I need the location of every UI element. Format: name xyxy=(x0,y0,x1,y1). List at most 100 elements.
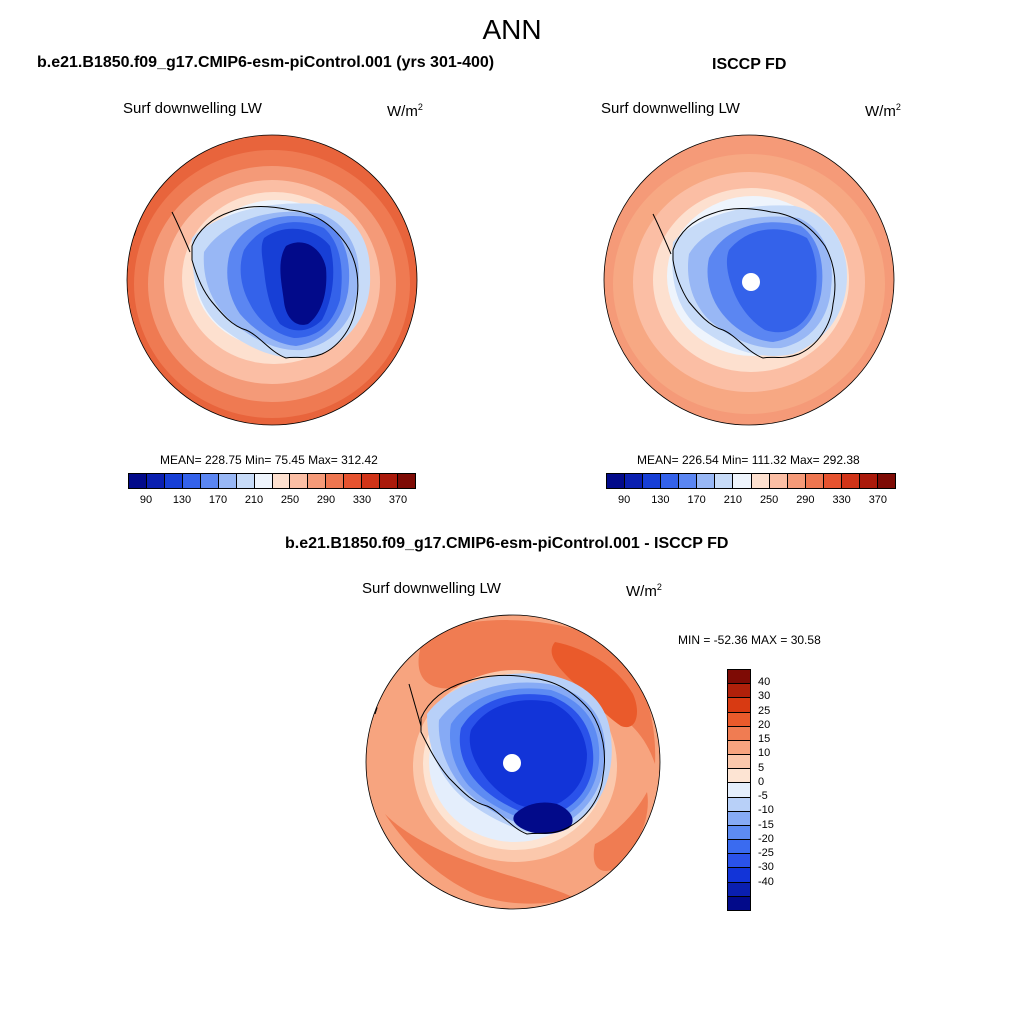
top-left-units-label: W/m2 xyxy=(387,102,423,120)
top-left-colorbar-box xyxy=(218,474,237,488)
bottom-colorbar-tick-label: -10 xyxy=(758,804,774,817)
bottom-colorbar-tick-label: -20 xyxy=(758,832,774,845)
top-right-colorbar-box xyxy=(787,474,806,488)
top-right-colorbar-box xyxy=(805,474,824,488)
top-right-panel-title: ISCCP FD xyxy=(712,56,787,73)
top-right-stats: MEAN= 226.54 Min= 111.32 Max= 292.38 xyxy=(637,453,860,467)
bottom-colorbar-tick-label: 20 xyxy=(758,718,771,731)
top-right-colorbar-box xyxy=(697,474,716,488)
top-left-colorbar-box xyxy=(326,474,345,488)
top-left-colorbar-box xyxy=(146,474,165,488)
top-left-colorbar-box xyxy=(380,474,399,488)
bottom-colorbar-tick-label: -40 xyxy=(758,875,774,888)
top-right-colorbar-tick-label: 170 xyxy=(687,494,706,506)
bottom-colorbar-tick-label: 25 xyxy=(758,704,771,717)
bottom-panel-title: b.e21.B1850.f09_g17.CMIP6-esm-piControl.… xyxy=(285,535,729,552)
top-right-colorbar-tick-label: 90 xyxy=(618,494,631,506)
top-right-colorbar-box xyxy=(643,474,662,488)
top-left-colorbar xyxy=(128,473,416,489)
top-right-colorbar-box xyxy=(877,474,895,488)
bottom-colorbar-box xyxy=(728,896,750,910)
top-right-colorbar-tick-label: 130 xyxy=(651,494,670,506)
top-right-colorbar-ticks: 90 130 170 210 250 290 330 370 xyxy=(606,494,896,508)
top-left-colorbar-tick-label: 370 xyxy=(388,494,408,506)
bottom-colorbar-tick-label: -30 xyxy=(758,861,774,874)
top-left-colorbar-box xyxy=(182,474,201,488)
top-left-colorbar-box xyxy=(344,474,363,488)
bottom-colorbar-box xyxy=(728,755,750,770)
top-left-colorbar-box xyxy=(164,474,183,488)
bottom-colorbar-box xyxy=(728,740,750,756)
top-left-stats: MEAN= 228.75 Min= 75.45 Max= 312.42 xyxy=(160,453,378,467)
top-right-colorbar-box xyxy=(859,474,878,488)
top-left-colorbar-tick-label: 130 xyxy=(172,494,192,506)
top-left-colorbar-tick-label: 290 xyxy=(316,494,336,506)
top-right-colorbar-tick-label: 250 xyxy=(759,494,779,506)
top-right-colorbar-box xyxy=(607,474,626,488)
bottom-colorbar-tick-label: 10 xyxy=(758,747,771,760)
bottom-colorbar-tick-label: 15 xyxy=(758,733,771,746)
top-left-colorbar-tick-label: 330 xyxy=(352,494,372,506)
top-left-polar-map xyxy=(126,134,418,426)
top-right-colorbar-box xyxy=(661,474,680,488)
top-right-colorbar-tick-label: 210 xyxy=(723,494,743,506)
top-left-colorbar-ticks: 90 130 170 210 250 290 330 370 xyxy=(128,494,416,508)
top-right-units-label: W/m2 xyxy=(865,102,901,120)
bottom-colorbar-tick-label: -5 xyxy=(758,790,768,803)
bottom-colorbar-box xyxy=(728,783,750,798)
top-right-colorbar-box xyxy=(823,474,842,488)
bottom-variable-label: Surf downwelling LW xyxy=(362,580,501,597)
bottom-colorbar-box xyxy=(728,726,750,741)
top-right-colorbar xyxy=(606,473,896,489)
top-right-polar-map xyxy=(603,134,895,426)
bottom-colorbar-box xyxy=(728,684,750,699)
top-left-colorbar-tick-label: 250 xyxy=(280,494,300,506)
bottom-colorbar-tick-label: -15 xyxy=(758,818,774,831)
bottom-colorbar-tick-label: 5 xyxy=(758,761,765,774)
top-right-colorbar-box xyxy=(751,474,770,488)
bottom-colorbar-box xyxy=(728,769,750,784)
top-right-colorbar-tick-label: 370 xyxy=(868,494,888,506)
bottom-colorbar-box xyxy=(728,698,750,713)
bottom-colorbar-box xyxy=(728,882,750,897)
top-left-colorbar-box xyxy=(308,474,327,488)
bottom-colorbar-box xyxy=(728,670,750,685)
top-left-colorbar-box xyxy=(254,474,273,488)
top-left-colorbar-box xyxy=(398,474,415,488)
top-right-colorbar-tick-label: 330 xyxy=(832,494,851,506)
bottom-colorbar-box xyxy=(728,811,750,826)
bottom-colorbar-tick-label: 0 xyxy=(758,775,765,788)
top-left-colorbar-tick-label: 90 xyxy=(139,494,153,506)
top-left-colorbar-box xyxy=(129,474,147,488)
top-right-colorbar-box xyxy=(625,474,644,488)
top-right-colorbar-box xyxy=(733,474,752,488)
top-left-colorbar-box xyxy=(272,474,291,488)
bottom-colorbar-tick-label: 40 xyxy=(758,676,771,689)
bottom-colorbar-tick-label: 30 xyxy=(758,690,771,703)
bottom-colorbar xyxy=(727,669,751,911)
bottom-colorbar-box xyxy=(728,868,750,883)
top-right-colorbar-box xyxy=(715,474,734,488)
bottom-units-label: W/m2 xyxy=(626,582,662,600)
bottom-colorbar-box xyxy=(728,797,750,812)
top-right-colorbar-box xyxy=(769,474,788,488)
top-right-colorbar-box xyxy=(841,474,860,488)
bottom-colorbar-box xyxy=(728,712,750,727)
bottom-colorbar-ticks: 40 30 25 20 15 10 5 0 -5 -10 -15 -20 -25 -30 -40 xyxy=(758,669,798,911)
top-left-colorbar-box xyxy=(200,474,219,488)
top-left-colorbar-box xyxy=(236,474,255,488)
top-right-colorbar-tick-label: 290 xyxy=(796,494,815,506)
bottom-colorbar-box xyxy=(728,854,750,869)
top-left-colorbar-box xyxy=(290,474,309,488)
top-right-colorbar-box xyxy=(679,474,698,488)
top-left-variable-label: Surf downwelling LW xyxy=(123,100,262,117)
main-title: ANN xyxy=(482,14,542,45)
top-left-panel-title: b.e21.B1850.f09_g17.CMIP6-esm-piControl.… xyxy=(37,54,495,71)
bottom-colorbar-tick-label: -25 xyxy=(758,847,774,860)
bottom-colorbar-box xyxy=(728,840,750,855)
bottom-min-max-label: MIN = -52.36 MAX = 30.58 xyxy=(678,633,821,647)
bottom-colorbar-box xyxy=(728,825,750,841)
top-left-colorbar-tick-label: 170 xyxy=(208,494,228,506)
bottom-polar-map xyxy=(365,614,661,910)
top-left-colorbar-box xyxy=(362,474,381,488)
